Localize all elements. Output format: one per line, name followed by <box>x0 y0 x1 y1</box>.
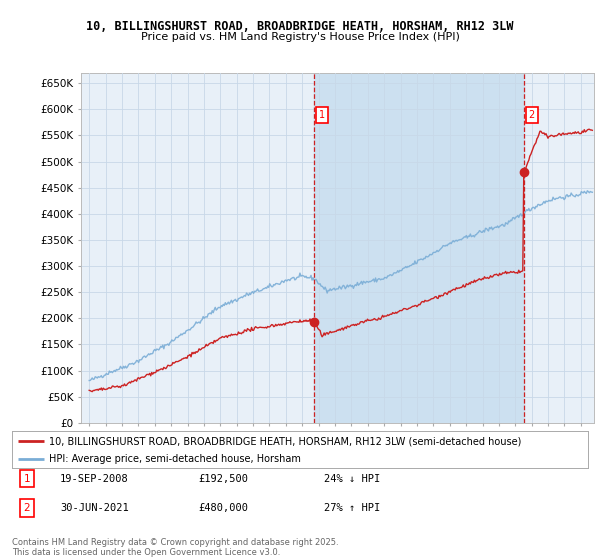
Text: 2: 2 <box>529 110 535 120</box>
Text: 27% ↑ HPI: 27% ↑ HPI <box>324 503 380 513</box>
Text: 24% ↓ HPI: 24% ↓ HPI <box>324 474 380 484</box>
Text: 2: 2 <box>23 503 31 513</box>
Text: £480,000: £480,000 <box>198 503 248 513</box>
Text: £192,500: £192,500 <box>198 474 248 484</box>
Text: 10, BILLINGSHURST ROAD, BROADBRIDGE HEATH, HORSHAM, RH12 3LW (semi-detached hous: 10, BILLINGSHURST ROAD, BROADBRIDGE HEAT… <box>49 436 522 446</box>
Text: 1: 1 <box>23 474 31 484</box>
Text: HPI: Average price, semi-detached house, Horsham: HPI: Average price, semi-detached house,… <box>49 454 301 464</box>
Text: Price paid vs. HM Land Registry's House Price Index (HPI): Price paid vs. HM Land Registry's House … <box>140 32 460 43</box>
Text: 10, BILLINGSHURST ROAD, BROADBRIDGE HEATH, HORSHAM, RH12 3LW: 10, BILLINGSHURST ROAD, BROADBRIDGE HEAT… <box>86 20 514 32</box>
Bar <box>314 73 524 423</box>
Text: 1: 1 <box>319 110 325 120</box>
Text: 30-JUN-2021: 30-JUN-2021 <box>60 503 129 513</box>
Text: 19-SEP-2008: 19-SEP-2008 <box>60 474 129 484</box>
Text: Contains HM Land Registry data © Crown copyright and database right 2025.
This d: Contains HM Land Registry data © Crown c… <box>12 538 338 557</box>
